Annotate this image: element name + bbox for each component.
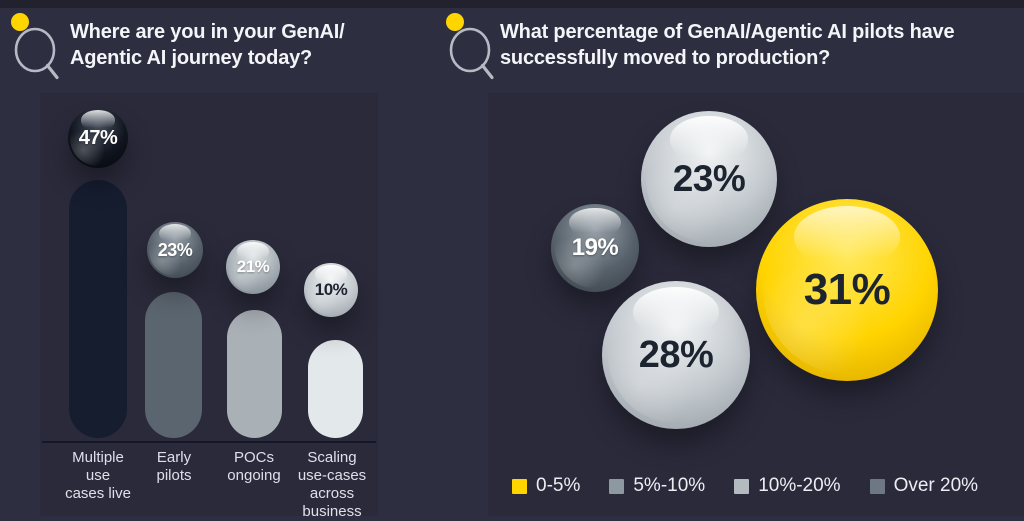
bubble-value: 28% (638, 333, 714, 376)
category-label-multiple-use-cases: Multiple use cases live (48, 449, 148, 503)
bubble-value: 23% (672, 158, 746, 199)
legend-item-over-20pct: Over 20% (869, 475, 979, 497)
question-icon (446, 13, 494, 80)
bubble-5-10pct: 28% (602, 281, 750, 429)
legend-item-5-10pct: 5%-10% (609, 475, 705, 497)
label-line: use-cases (297, 467, 367, 484)
label-line: Early (156, 449, 192, 466)
label-line: Scaling (307, 449, 357, 466)
label-line: cases live (65, 485, 131, 502)
left-question-title: Where are you in your GenAI/ Agentic AI … (70, 19, 345, 71)
value-bubble-10: 10% (304, 263, 358, 317)
category-label-early-pilots: Early pilots (124, 449, 224, 485)
category-label-scaling-use-cases: Scaling use-cases across business (282, 449, 382, 521)
legend-label: 0-5% (536, 475, 581, 496)
legend-swatch (734, 478, 750, 494)
bar-value: 21% (236, 257, 270, 276)
legend-swatch (609, 478, 625, 494)
x-axis-line (42, 441, 376, 443)
legend-label: Over 20% (893, 475, 979, 496)
production-chart-panel: 19% 23% 28% 31% 0-5% 5%-10% 10%-20% Over… (488, 93, 1024, 516)
bar-value: 23% (157, 239, 193, 260)
bar-scaling-use-cases (308, 340, 363, 438)
legend-swatch (869, 478, 885, 494)
legend-label: 5%-10% (633, 475, 706, 496)
top-edge-strip (0, 0, 1024, 8)
bar-pocs-ongoing (227, 310, 282, 438)
value-bubble-21: 21% (226, 240, 280, 294)
right-question-title: What percentage of GenAI/Agentic AI pilo… (500, 19, 955, 71)
legend-label: 10%-20% (758, 475, 841, 496)
bubble-value: 31% (803, 265, 891, 314)
label-line: business (302, 503, 362, 520)
right-question-line2: successfully moved to production? (500, 47, 831, 69)
bar-multiple-use-cases (69, 180, 127, 438)
journey-chart-panel: 47% 23% 21% 10% Multiple use cases live … (40, 93, 378, 520)
bubble-over-20pct: 19% (551, 204, 639, 292)
bubble-10-20pct: 23% (641, 111, 777, 247)
label-line: ongoing (227, 467, 281, 484)
bar-early-pilots (145, 292, 202, 438)
label-line: Multiple (72, 449, 124, 466)
category-label-pocs-ongoing: POCs ongoing (204, 449, 304, 485)
value-bubble-23: 23% (147, 222, 203, 278)
left-question-line1: Where are you in your GenAI/ (70, 21, 345, 43)
legend-item-0-5pct: 0-5% (512, 475, 580, 497)
value-bubble-47: 47% (68, 108, 128, 168)
legend: 0-5% 5%-10% 10%-20% Over 20% (512, 475, 978, 497)
bar-value: 10% (314, 280, 348, 299)
legend-item-10-20pct: 10%-20% (734, 475, 841, 497)
right-question-line1: What percentage of GenAI/Agentic AI pilo… (500, 21, 955, 43)
bubble-value: 19% (571, 234, 619, 261)
label-line: POCs (233, 449, 274, 466)
label-line: pilots (156, 467, 192, 484)
bubble-0-5pct: 31% (756, 199, 938, 381)
label-line: across (309, 485, 355, 502)
question-icon (11, 13, 59, 80)
bar-value: 47% (78, 126, 118, 149)
legend-swatch (512, 478, 527, 494)
label-line: use (85, 467, 111, 484)
left-question-line2: Agentic AI journey today? (70, 47, 313, 69)
